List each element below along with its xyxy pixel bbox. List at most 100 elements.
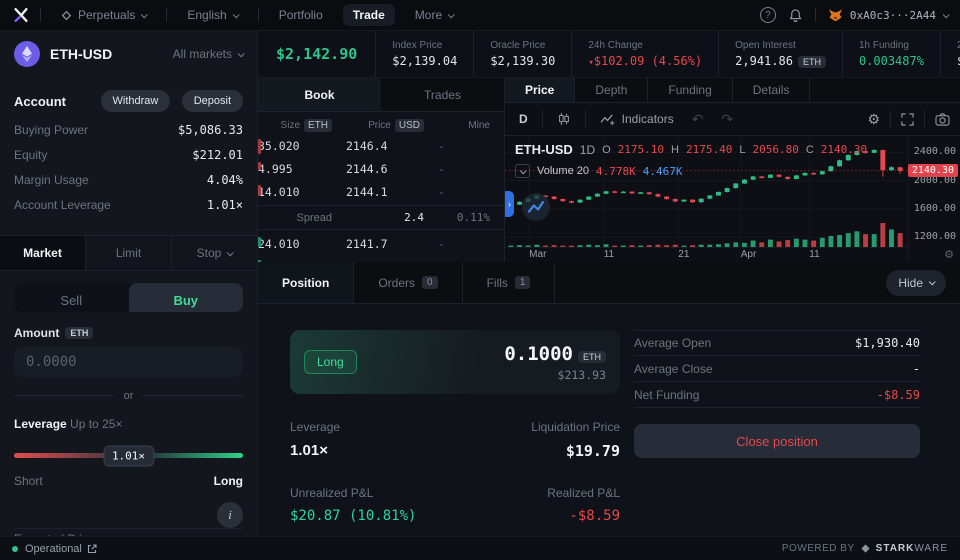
detail-value: -$8.59 [876, 387, 920, 402]
status-text[interactable]: Operational [25, 542, 82, 555]
tab-trades[interactable]: Trades [424, 87, 461, 102]
deposit-button[interactable]: Deposit [181, 90, 243, 112]
stat-label: 1h Funding [858, 40, 909, 51]
sell-button[interactable]: Sell [60, 292, 83, 308]
ask-row[interactable]: 4.995 2144.6 - [258, 157, 504, 180]
stat-value: $102.09 (4.56%) [593, 54, 703, 68]
spread-value: 2.4 [404, 211, 424, 224]
legend-collapse-chevron[interactable] [515, 164, 530, 178]
ask-price: 2144.1 [346, 184, 388, 199]
candle-style-icon[interactable] [553, 112, 575, 126]
status-bar: Operational POWERED BY STARKWARE [0, 536, 960, 560]
info-icon[interactable]: i [217, 502, 243, 529]
chevron-down-icon [942, 10, 950, 18]
collapse-book-tab[interactable]: › [505, 191, 514, 218]
language-selector[interactable]: English [177, 4, 247, 26]
chart-settings-gear-icon[interactable]: ⚙ [867, 110, 880, 127]
undo-icon[interactable]: ↶ [691, 110, 704, 127]
ask-size: 4.995 [258, 161, 293, 176]
last-price: $2,142.90 [258, 31, 377, 77]
more-label: More [414, 8, 443, 22]
spread-label: Spread [296, 211, 332, 224]
powered-by-label: POWERED BY [781, 543, 855, 554]
leverage-slider[interactable]: 1.01× [14, 445, 243, 467]
axis-settings-gear-icon[interactable]: ⚙ [944, 249, 954, 261]
ohlc-key: L [739, 143, 746, 156]
stat-value: $19.79 [565, 442, 620, 460]
chart-watermark-logo [521, 192, 551, 222]
market-selector[interactable]: ETH-USD All markets [0, 31, 258, 77]
all-markets-dropdown[interactable]: All markets [173, 47, 245, 61]
short-label: Short [14, 474, 43, 489]
ask-row[interactable]: 14.010 2144.1 - [258, 180, 504, 203]
chevron-down-icon [227, 248, 235, 256]
tab-stop[interactable]: Stop [172, 236, 257, 270]
divider [814, 8, 816, 22]
product-switcher[interactable]: Perpetuals [51, 4, 156, 26]
tab-fills[interactable]: Fills 1 [463, 262, 556, 303]
tab-details[interactable]: Details [733, 78, 811, 102]
eth-coin-icon [14, 41, 40, 67]
row-label: Buying Power [14, 123, 89, 137]
external-link-icon[interactable] [87, 543, 97, 554]
down-triangle-icon: ▾ [588, 58, 594, 68]
hide-panel-button[interactable]: Hide [886, 269, 946, 296]
wallet-address: 0xA0c3···2A44 [849, 8, 936, 22]
detail-value: $1,930.40 [854, 336, 920, 350]
tab-price[interactable]: Price [505, 78, 576, 102]
amount-input[interactable] [14, 347, 243, 377]
help-icon[interactable]: ? [759, 7, 776, 23]
price-col-label: Price [368, 119, 391, 131]
last-price-badge: 2140.30 [907, 163, 958, 177]
side-badge: Long [304, 350, 357, 374]
time-axis-label: Apr [740, 249, 757, 260]
buy-button[interactable]: Buy [128, 283, 243, 313]
nav-more[interactable]: More [405, 4, 463, 26]
tab-orders[interactable]: Orders 0 [354, 262, 463, 303]
withdraw-button[interactable]: Withdraw [100, 90, 171, 112]
indicators-button[interactable]: Indicators [596, 112, 678, 126]
stat-leverage: Leverage 1.01× [290, 420, 455, 460]
account-row: Margin Usage 4.04% [14, 173, 243, 187]
close-position-button[interactable]: Close position [634, 424, 920, 458]
spread-row: Spread 2.4 0.11% [258, 205, 504, 230]
exchange-logo-icon[interactable] [12, 6, 30, 24]
bid-row[interactable]: 24.010 2141.7 - [258, 232, 504, 255]
tab-position[interactable]: Position [258, 262, 355, 303]
time-axis[interactable]: Mar 11 21 Apr 11 [505, 247, 908, 262]
tab-funding[interactable]: Funding [648, 78, 733, 102]
usd-unit-badge: USD [394, 118, 424, 132]
nav-portfolio[interactable]: Portfolio [278, 8, 323, 22]
stat-label: Realized P&L [547, 486, 620, 500]
candlestick-chart[interactable] [505, 136, 908, 247]
row-value: 1.01× [206, 198, 243, 212]
fullscreen-icon[interactable] [901, 112, 914, 126]
tab-limit[interactable]: Limit [86, 236, 172, 270]
nav-trade[interactable]: Trade [342, 4, 395, 26]
position-details: Long 0.1000 ETH $213.93 Leverage 1.01× Li… [258, 304, 960, 536]
price-axis[interactable]: ⚙ 2400.00 2000.00 1600.00 1200.00 2140.30 [907, 136, 960, 262]
stat-value: $20,911,180 [957, 54, 960, 68]
price-axis-label: 2000.00 [913, 174, 956, 186]
ask-row[interactable]: 35.020 2146.4 - [258, 134, 504, 157]
orders-label: Orders [378, 275, 416, 290]
notifications-bell-icon[interactable] [788, 8, 803, 23]
time-axis-label: 11 [603, 249, 615, 260]
row-label: Margin Usage [14, 173, 89, 187]
tab-book[interactable]: Book [258, 78, 381, 111]
redo-icon[interactable]: ↷ [721, 110, 734, 127]
tab-market[interactable]: Market [0, 236, 86, 270]
row-value: 4.04% [206, 173, 243, 187]
bid-row[interactable]: 60.0002141.0- [258, 255, 504, 262]
leverage-slider-handle[interactable]: 1.01× [102, 445, 155, 467]
book-header: Size ETH Price USD Mine [258, 112, 504, 134]
tab-depth[interactable]: Depth [575, 78, 649, 102]
stat-label: Unrealized P&L [290, 486, 374, 500]
row-value: $5,086.33 [177, 123, 243, 137]
chart-body[interactable]: › ETH-USD 1D O 2175.10 H 2175.40 L 2056.80 … [505, 136, 960, 262]
stat-label: Index Price [392, 40, 443, 51]
screenshot-camera-icon[interactable] [935, 112, 950, 126]
wallet-menu[interactable]: 0xA0c3···2A44 [828, 8, 950, 22]
timeframe-button[interactable]: D [519, 112, 528, 126]
